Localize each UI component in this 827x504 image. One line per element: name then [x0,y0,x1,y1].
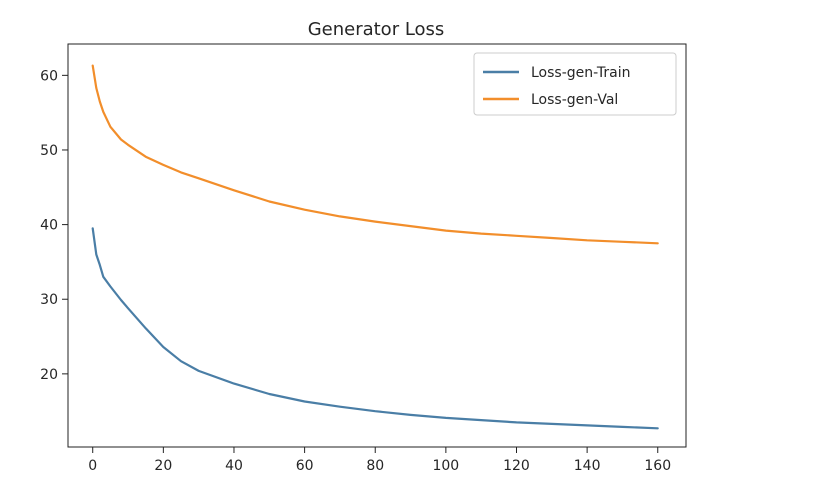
y-tick-label: 20 [40,367,58,383]
y-tick-label: 40 [40,218,58,234]
y-axis: 20 30 40 50 60 [40,68,68,383]
plot-frame [67,43,687,448]
x-tick-label: 40 [225,458,243,474]
plot-lines [91,64,659,430]
x-axis: 0 20 40 60 80 100 120 140 160 [88,447,671,474]
legend-box [473,52,677,116]
x-tick-label: 0 [88,458,97,474]
x-tick-label: 100 [432,458,459,474]
chart-title: Generator Loss [308,19,445,40]
legend-label-train: Loss-gen-Train [531,65,631,81]
x-tick-label: 80 [366,458,384,474]
x-tick-label: 160 [644,458,671,474]
series-line-train [91,227,659,430]
series-line-val [91,64,659,245]
legend-label-val: Loss-gen-Val [531,92,618,108]
legend: Loss-gen-Train Loss-gen-Val [473,52,677,116]
x-tick-label: 60 [296,458,314,474]
x-tick-label: 140 [574,458,601,474]
y-tick-label: 30 [40,292,58,308]
y-tick-label: 60 [40,68,58,84]
x-tick-label: 120 [503,458,530,474]
x-tick-label: 20 [154,458,172,474]
y-tick-label: 50 [40,143,58,159]
